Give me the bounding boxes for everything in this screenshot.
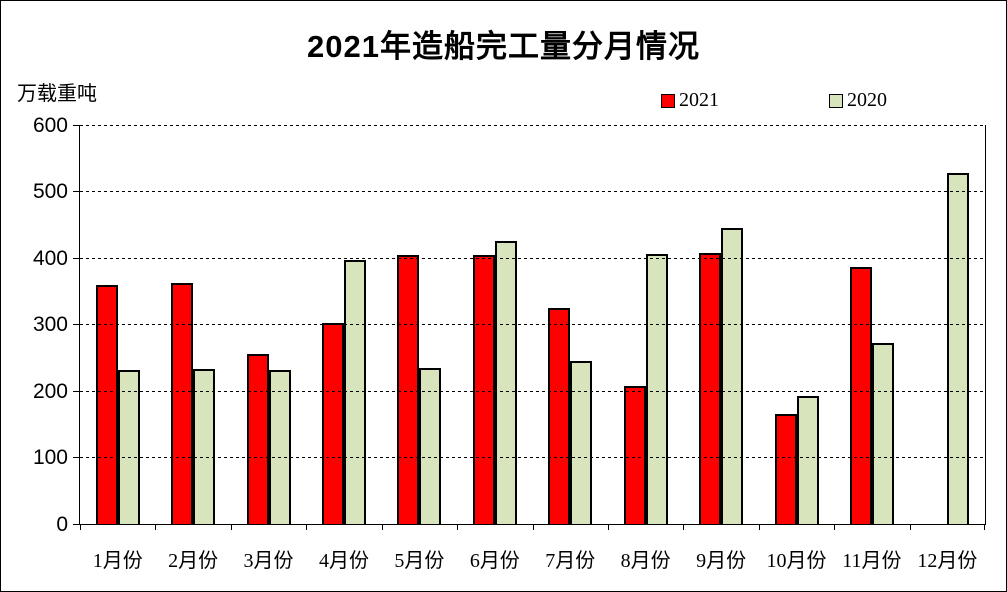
x-tick-mark-9 [758, 524, 760, 530]
bar-group-2月份 [155, 125, 230, 524]
y-tick-mark-100 [73, 457, 80, 458]
bar-2020-4月份 [343, 260, 366, 524]
bar-2021-4月份 [321, 323, 344, 524]
bar-2021-2月份 [171, 283, 194, 524]
x-axis-label-8月份: 8月份 [620, 550, 671, 572]
y-tick-mark-500 [73, 191, 80, 192]
gridline-200 [80, 390, 985, 392]
y-axis-tick-label-300: 300 [32, 313, 68, 336]
x-tick-mark-2 [230, 524, 232, 530]
x-axis-label-7月份: 7月份 [545, 550, 596, 572]
bar-2021-9月份 [699, 253, 722, 524]
x-tick-mark-4 [381, 524, 383, 530]
legend: 2021 2020 [661, 89, 887, 112]
bar-2020-1月份 [117, 370, 140, 524]
y-axis-tick-label-200: 200 [32, 379, 68, 403]
x-axis-label-4月份: 4月份 [318, 550, 369, 572]
x-axis-label-5月份: 5月份 [394, 550, 445, 572]
x-tick-mark-7 [607, 524, 609, 530]
bar-2021-1月份 [95, 285, 118, 524]
x-tick-mark-1 [155, 524, 157, 530]
bar-group-7月份 [533, 125, 608, 524]
gridline-500 [80, 191, 985, 192]
x-tick-mark-8 [683, 524, 685, 530]
bar-2020-11月份 [871, 343, 894, 524]
y-axis-unit-label: 万载重吨 [17, 83, 97, 105]
y-axis-tick-label-400: 400 [32, 246, 68, 270]
bar-group-5月份 [382, 125, 457, 524]
legend-swatch-icon-2020 [829, 93, 843, 108]
x-axis-label-9月份: 9月份 [696, 550, 747, 572]
gridline-400 [80, 257, 985, 259]
bar-group-4月份 [306, 125, 381, 524]
bar-2021-11月份 [849, 267, 872, 524]
chart-title: 2021年造船完工量分月情况 [307, 29, 700, 64]
bar-2020-12月份 [947, 173, 970, 524]
y-tick-mark-300 [73, 324, 80, 325]
y-tick-mark-400 [73, 257, 80, 259]
x-axis-label-10月份: 10月份 [766, 550, 827, 572]
bar-2021-6月份 [472, 255, 495, 524]
gridline-100 [80, 457, 985, 458]
y-tick-mark-600 [73, 124, 80, 126]
bar-2020-7月份 [570, 361, 593, 524]
bar-2021-5月份 [397, 255, 420, 524]
bar-2021-8月份 [623, 386, 646, 524]
plot-area: 1月份 2月份 3月份 4月份 5月份 6月份 7月份 8月份 9月份 10月份 11月份 12月份 … [33, 115, 986, 572]
legend-label-2020: 2020 [847, 89, 887, 111]
x-axis-label-2月份: 2月份 [168, 550, 219, 572]
bar-2021-3月份 [246, 354, 269, 524]
x-tick-mark-5 [457, 524, 459, 530]
bar-2020-9月份 [721, 228, 744, 524]
x-tick-mark-6 [532, 524, 534, 530]
x-tick-mark-10 [834, 524, 836, 530]
x-axis-label-1月份: 1月份 [92, 550, 143, 572]
legend-label-2021: 2021 [679, 89, 719, 111]
bar-2020-8月份 [645, 254, 668, 524]
y-axis-tick-label-600: 600 [32, 113, 68, 137]
bars-container [80, 125, 985, 524]
bar-group-11月份 [834, 125, 909, 524]
bar-group-3月份 [231, 125, 306, 524]
bar-2020-6月份 [494, 241, 517, 524]
bar-2020-5月份 [419, 368, 442, 524]
legend-swatch-icon-2021 [661, 93, 675, 108]
bar-2021-7月份 [548, 308, 571, 524]
y-axis-tick-label-100: 100 [32, 446, 68, 469]
bar-group-1月份 [80, 125, 155, 524]
legend-item-2020: 2020 [829, 89, 887, 112]
y-tick-mark-0 [73, 523, 80, 525]
x-axis-label-11月份: 11月份 [842, 550, 902, 572]
bar-group-12月份 [910, 125, 985, 524]
gridline-600 [80, 124, 985, 126]
bar-group-6月份 [457, 125, 532, 524]
x-axis-labels: 1月份 2月份 3月份 4月份 5月份 6月份 7月份 8月份 9月份 10月份 11月份 12月份 [80, 544, 985, 573]
bar-2021-10月份 [774, 414, 797, 524]
bar-2020-2月份 [193, 369, 216, 524]
gridline-300 [80, 324, 985, 325]
bar-group-9月份 [683, 125, 758, 524]
bar-group-8月份 [608, 125, 683, 524]
y-tick-mark-200 [73, 390, 80, 392]
x-axis-label-6月份: 6月份 [469, 550, 520, 572]
y-axis-tick-label-0: 0 [56, 512, 68, 536]
x-tick-mark-0 [80, 524, 81, 530]
x-tick-mark-12 [984, 524, 985, 530]
x-tick-mark-3 [306, 524, 308, 530]
x-axis-label-12月份: 12月份 [917, 550, 978, 572]
x-axis-label-3月份: 3月份 [243, 550, 294, 572]
y-axis-tick-label-500: 500 [32, 180, 68, 203]
bar-group-10月份 [759, 125, 834, 524]
bar-2020-10月份 [796, 396, 819, 524]
bar-2020-3月份 [268, 370, 291, 524]
x-tick-mark-11 [909, 524, 911, 530]
legend-item-2021: 2021 [661, 89, 719, 112]
